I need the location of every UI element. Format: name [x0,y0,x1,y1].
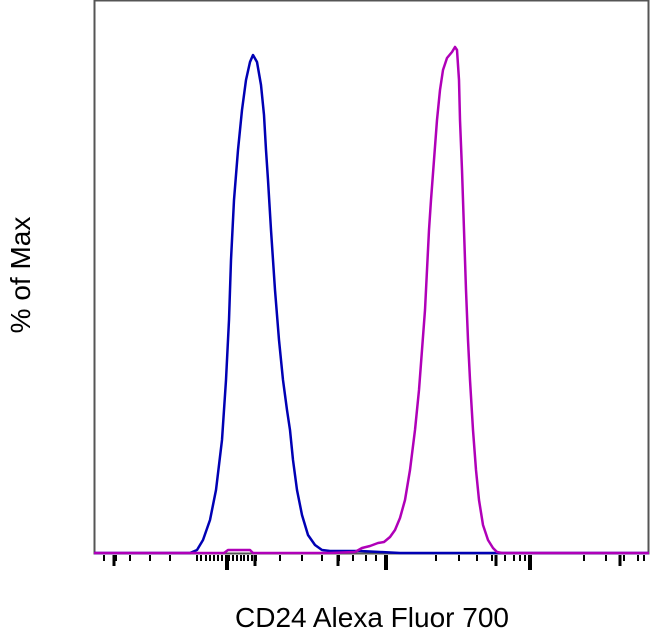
isotype-control-curve [94,53,649,555]
cd24-curve [94,45,649,555]
plot-frame [93,0,650,555]
x-axis-ticks [103,555,645,570]
x-axis-title: CD24 Alexa Fluor 700 [235,602,509,633]
y-axis-title: % of Max [5,217,36,334]
